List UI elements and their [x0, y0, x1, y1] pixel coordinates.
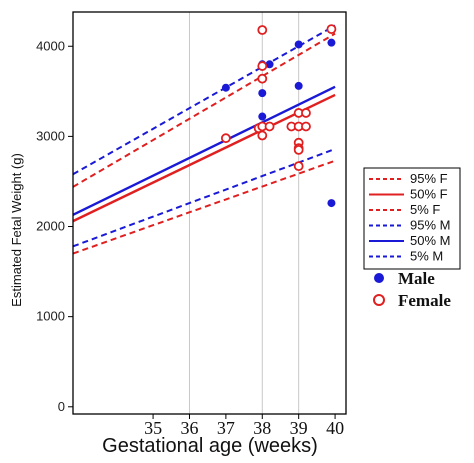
x-tick-label-3: 38 — [253, 418, 271, 438]
male-point-4 — [265, 60, 274, 69]
female-point-5 — [257, 130, 268, 141]
y-tick-label-2: 2000 — [36, 219, 65, 234]
x-tick-label-2: 37 — [217, 418, 235, 438]
series-line-5-m — [72, 148, 336, 248]
y-tick-label-1: 1000 — [36, 309, 65, 324]
x-tick-label-1: 36 — [180, 418, 198, 438]
male-point-3 — [258, 112, 267, 121]
male-point-7 — [327, 38, 336, 47]
x-tick-label-5: 40 — [326, 418, 344, 438]
female-point-2 — [257, 73, 268, 84]
y-axis-title: Estimated Fetal Weight (g) — [9, 153, 24, 307]
female-point-3 — [220, 133, 231, 144]
line-legend-box — [363, 167, 461, 270]
y-tick-label-0: 0 — [58, 399, 65, 414]
legend-label-2: 5% F — [410, 202, 440, 217]
female-point-0 — [257, 25, 268, 35]
axis-layer: 0 1000 2000 3000 4000 35 36 37 38 39 40 — [36, 11, 347, 438]
points-legend-label-female: Female — [398, 291, 451, 310]
series-line-50-f — [72, 93, 336, 223]
male-point-5 — [294, 40, 303, 49]
series-line-50-m — [72, 85, 336, 216]
x-axis-title: Gestational age (weeks) — [102, 435, 318, 457]
male-point-0 — [221, 83, 230, 92]
plot-layer — [72, 12, 337, 414]
series-line-95-f — [72, 32, 336, 188]
legend-label-3: 95% M — [410, 218, 450, 233]
legend-label-4: 50% M — [410, 233, 450, 248]
legend-label-0: 95% F — [410, 171, 448, 186]
y-tick-label-3: 3000 — [36, 128, 65, 143]
legend-layer: 95% F50% F5% F95% M50% M5% M Male Female — [363, 167, 461, 310]
y-tick-label-4: 4000 — [36, 38, 65, 53]
male-point-6 — [294, 81, 303, 90]
x-tick-label-4: 39 — [290, 418, 308, 438]
plot-frame — [72, 11, 347, 415]
points-legend-label-male: Male — [398, 269, 435, 288]
female-point-17 — [326, 24, 337, 35]
female-point-10 — [301, 121, 311, 132]
legend-label-5: 5% M — [410, 249, 443, 264]
series-line-95-m — [72, 24, 336, 176]
points-legend-marker-female — [373, 294, 385, 306]
female-point-15 — [293, 145, 304, 155]
male-point-8 — [327, 199, 336, 208]
series-line-5-f — [72, 159, 336, 255]
female-point-1 — [257, 61, 268, 71]
female-point-12 — [301, 108, 311, 118]
x-tick-label-0: 35 — [144, 418, 162, 438]
legend-label-1: 50% F — [410, 187, 448, 202]
male-point-2 — [258, 89, 267, 98]
female-point-7 — [264, 121, 275, 132]
female-point-16 — [293, 161, 304, 172]
points-legend-marker-male — [374, 273, 384, 283]
